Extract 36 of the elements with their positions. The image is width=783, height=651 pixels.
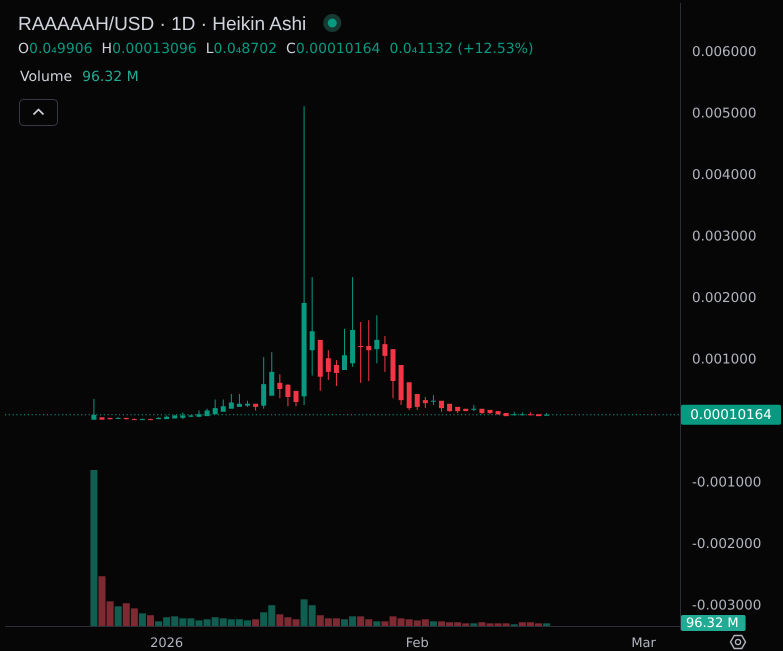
bar [90, 470, 98, 626]
x-tick-label: Feb [406, 636, 429, 650]
x-tick-label: Mar [631, 636, 656, 650]
y-tick-label: 0.003000 [692, 228, 756, 245]
text: 96.32 M [686, 616, 739, 630]
bar [470, 623, 478, 626]
bar [373, 621, 380, 626]
chart-title: Volume [20, 69, 72, 85]
y-tick-label: -0.001000 [692, 474, 762, 490]
y-tick-label: -0.002000 [692, 536, 762, 552]
bar [114, 606, 122, 626]
annotation: O0.0₄9906 [18, 41, 93, 57]
bar [147, 615, 154, 626]
candlestick [430, 395, 436, 406]
y-tick-label: 0.004000 [692, 167, 756, 184]
annotation: H0.00013096 [102, 41, 197, 57]
bar [430, 621, 437, 626]
candlestick [220, 399, 226, 412]
annotation: L0.0₄8702 [206, 41, 278, 57]
annotation: 96.32 M [82, 69, 139, 85]
annotation: 0.0₄1132 (+12.53%) [389, 41, 534, 57]
y-tick-label: 0.001000 [692, 352, 756, 368]
candlestick [310, 277, 315, 376]
y-tick-label: 0.002000 [692, 290, 756, 306]
bar [252, 619, 260, 626]
y-tick-label: -0.003000 [692, 597, 762, 614]
y-tick-label: 0.005000 [692, 106, 756, 122]
annotation: C0.00010164 [286, 41, 381, 57]
x-tick-label: 2026 [150, 636, 184, 650]
candlestick [358, 322, 364, 383]
candlestick [366, 320, 372, 382]
y-tick-label: 0.006000 [692, 44, 756, 60]
bar [543, 623, 550, 626]
text: RAAAAAH/USD · 1D · Heikin Ashi [18, 14, 306, 35]
ref-line-label: 0.00010164 [690, 406, 772, 423]
bar [138, 613, 146, 626]
